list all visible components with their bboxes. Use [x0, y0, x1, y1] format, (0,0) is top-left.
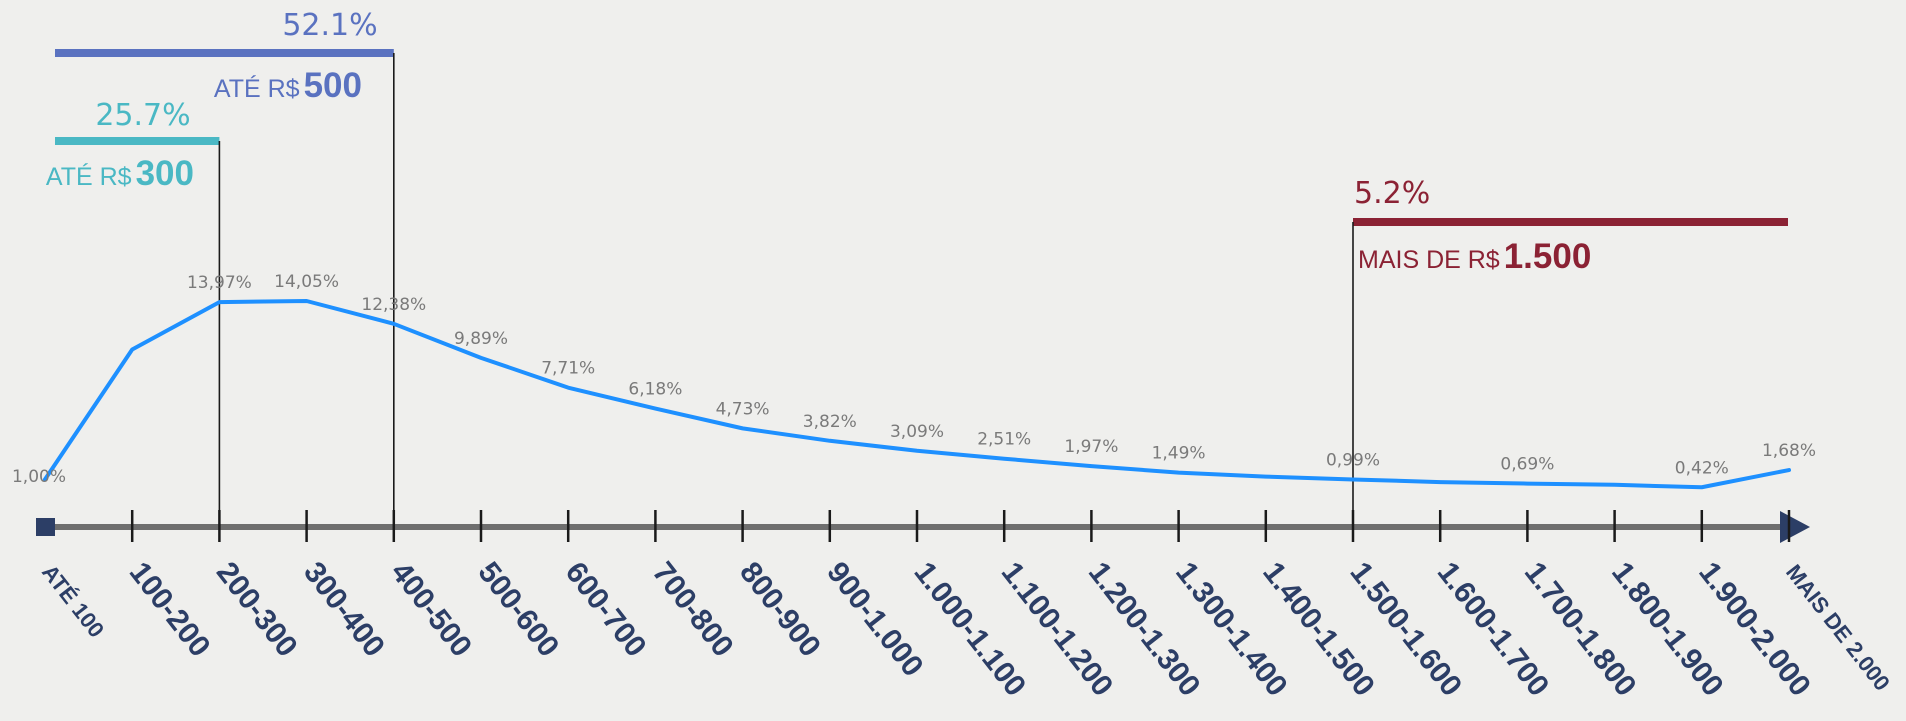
data-point — [305, 299, 309, 303]
bracket-label: ATÉ R$ 500 — [214, 66, 362, 105]
data-point — [217, 300, 221, 304]
data-point — [479, 356, 483, 360]
data-label: 0,42% — [1675, 458, 1729, 478]
bracket-label: MAIS DE R$ 1.500 — [1358, 237, 1591, 276]
category-label: 400-500 — [384, 556, 478, 663]
bracket-prefix: MAIS DE R$ — [1358, 246, 1500, 274]
bracket-percentage: 25.7% — [95, 98, 190, 133]
data-label: 3,82% — [803, 412, 857, 432]
bracket-percentage: 5.2% — [1354, 176, 1430, 211]
data-label: 9,89% — [454, 329, 508, 349]
data-label: 1,97% — [1064, 437, 1118, 457]
data-label: 13,97% — [187, 273, 252, 293]
data-point — [1787, 468, 1791, 472]
data-point — [915, 449, 919, 453]
category-labels-layer: ATÉ 100 100-200200-300300-400400-500500-6… — [37, 556, 1895, 703]
category-label: 800-900 — [733, 556, 827, 663]
data-point — [741, 426, 745, 430]
category-label: 600-700 — [559, 556, 653, 663]
data-point — [1264, 475, 1268, 479]
data-point — [1002, 457, 1006, 461]
data-point — [1089, 464, 1093, 468]
data-point — [392, 322, 396, 326]
data-label: 1,68% — [1762, 441, 1816, 461]
data-label: 3,09% — [890, 422, 944, 442]
data-label: 7,71% — [541, 359, 595, 379]
data-point — [1438, 480, 1442, 484]
data-point — [1525, 482, 1529, 486]
data-point — [130, 348, 134, 352]
data-point — [1177, 471, 1181, 475]
data-labels-layer: 1,00% 13,97% 14,05% 12,38% 9,89% 7,71% 6,18% 4,… — [12, 272, 1816, 487]
data-label: 12,38% — [361, 295, 426, 315]
data-label: 6,18% — [628, 380, 682, 400]
x-axis — [36, 510, 1810, 543]
bracket-percentage: 52.1% — [282, 8, 377, 43]
bracket-500: 52.1% ATÉ R$ 500 — [55, 8, 395, 522]
data-point — [1700, 485, 1704, 489]
data-label: 14,05% — [274, 272, 339, 292]
category-label: 300-400 — [297, 556, 391, 663]
bracket-label: ATÉ R$ 300 — [46, 154, 194, 193]
category-label: ATÉ 100 — [37, 560, 109, 643]
data-label: 0,99% — [1326, 450, 1380, 470]
data-point — [1613, 483, 1617, 487]
data-point — [566, 386, 570, 390]
bracket-amount: 1.500 — [1504, 237, 1592, 276]
data-label: 1,00% — [12, 467, 66, 487]
category-label: 500-600 — [471, 556, 565, 663]
data-point — [43, 477, 47, 481]
data-label: 4,73% — [716, 399, 770, 419]
data-label: 0,69% — [1500, 455, 1554, 475]
data-label: 2,51% — [977, 430, 1031, 450]
bracket-amount: 300 — [136, 154, 194, 193]
series-line-layer — [43, 299, 1791, 490]
data-point — [1351, 477, 1355, 481]
data-label: 1,49% — [1152, 444, 1206, 464]
category-label: 100-200 — [123, 556, 217, 663]
bracket-300: 25.7% ATÉ R$ 300 — [46, 98, 221, 522]
bracket-1500: 5.2% MAIS DE R$ 1.500 — [1352, 176, 1788, 522]
category-label: 700-800 — [646, 556, 740, 663]
bracket-prefix: ATÉ R$ — [214, 74, 300, 103]
bracket-prefix: ATÉ R$ — [46, 162, 132, 191]
axis-arrowhead — [1780, 511, 1810, 543]
data-point — [828, 439, 832, 443]
bracket-amount: 500 — [304, 66, 362, 105]
category-label: 200-300 — [210, 556, 304, 663]
axis-start-square — [36, 518, 55, 536]
data-point — [653, 407, 657, 411]
